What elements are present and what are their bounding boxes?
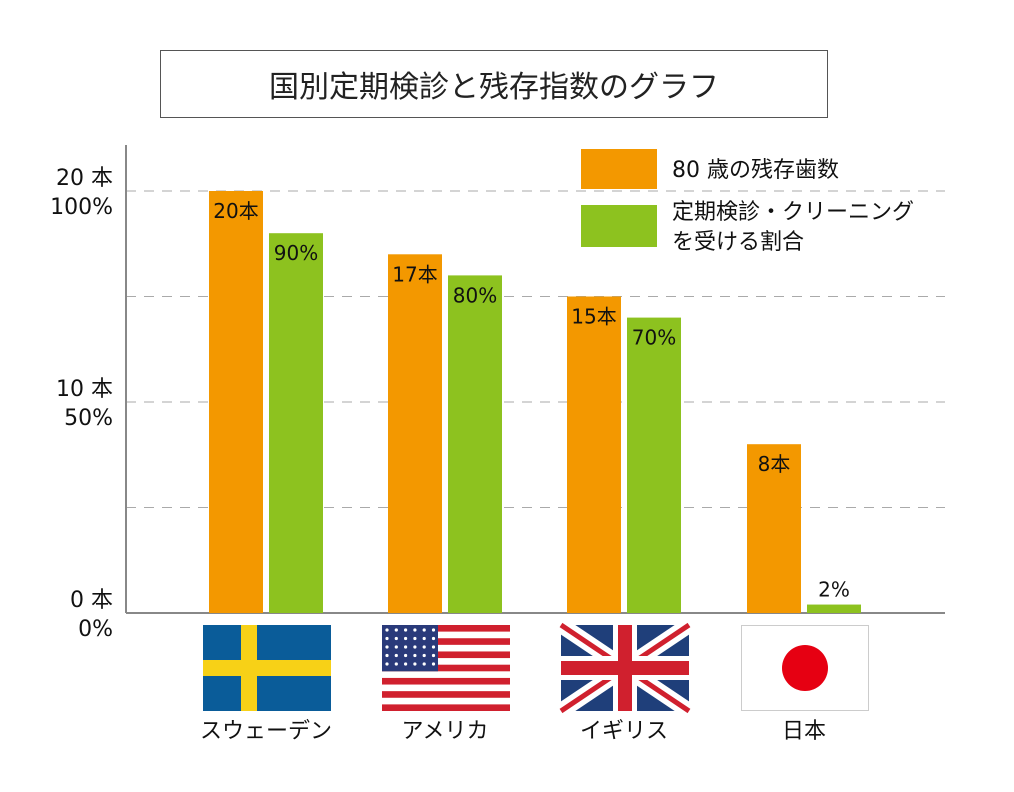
legend-swatch-teeth — [581, 149, 657, 189]
flag-canton — [382, 625, 438, 672]
x-tick-label: スウェーデン — [200, 719, 332, 744]
flag-star — [404, 636, 408, 641]
flag-star — [394, 645, 398, 649]
flag-star — [404, 645, 408, 649]
flag-stripe — [382, 677, 510, 685]
flag-star — [431, 628, 436, 632]
bar-checkup — [807, 604, 861, 613]
flag-star — [431, 636, 436, 641]
y-tick-label-count: 0 本 — [70, 588, 113, 613]
data-label: 70% — [632, 326, 676, 350]
uk-flag — [556, 618, 694, 718]
y-tick-label-percent: 0% — [78, 617, 113, 642]
flag-star — [404, 662, 408, 666]
y-tick-label-percent: 50% — [64, 406, 113, 431]
flag-star — [394, 662, 398, 666]
y-tick-label-count: 20 本 — [56, 166, 113, 191]
data-label: 8本 — [758, 452, 791, 476]
flag-star — [422, 636, 426, 641]
flag-stripe — [382, 664, 510, 672]
bar-checkup — [269, 233, 323, 613]
bar-checkup — [448, 275, 502, 613]
bar-teeth — [388, 254, 442, 614]
legend-swatch-checkup — [581, 205, 657, 247]
bar-checkup — [627, 317, 681, 613]
flag-cross-horizontal — [203, 660, 331, 676]
flag-sun — [782, 645, 828, 691]
flag-star — [413, 653, 417, 658]
usa-flag — [382, 625, 510, 711]
sweden-flag — [203, 625, 331, 711]
bar-teeth — [567, 296, 621, 613]
flag-star — [422, 662, 426, 666]
x-tick-label: 日本 — [782, 719, 826, 744]
flag-stripe — [382, 638, 510, 645]
x-tick-label: イギリス — [580, 719, 668, 744]
flag-star — [431, 645, 436, 649]
y-tick-label-percent: 100% — [50, 195, 113, 220]
data-label: 2% — [818, 578, 850, 602]
flag-star — [413, 636, 417, 641]
data-label: 15本 — [571, 305, 616, 329]
flag-stripe — [382, 704, 510, 711]
legend-label-teeth: 80 歳の残存歯数 — [672, 158, 839, 183]
flag-stripe — [382, 691, 510, 698]
chart-title: 国別定期検診と残存指数のグラフ — [160, 50, 828, 118]
bar-teeth — [209, 191, 263, 613]
flag-star — [413, 662, 417, 666]
flag-star — [422, 628, 426, 632]
x-tick-label: アメリカ — [402, 719, 489, 744]
flag-star — [404, 653, 408, 658]
flag-star — [404, 628, 408, 632]
y-tick-label-count: 10 本 — [56, 377, 113, 402]
flag-star — [413, 628, 417, 632]
flag-stripe — [382, 651, 510, 659]
flag-star — [394, 628, 398, 632]
flag-stripe — [382, 625, 510, 632]
flag-star — [422, 653, 426, 658]
flag-star — [431, 653, 436, 658]
data-label: 20本 — [213, 199, 258, 223]
flag-star — [394, 636, 398, 641]
flag-star — [385, 653, 389, 658]
bar-teeth — [747, 444, 801, 613]
flag-star — [413, 645, 417, 649]
flag-star — [431, 662, 436, 666]
flag-star — [422, 645, 426, 649]
data-label: 17本 — [392, 262, 437, 286]
flag-star — [385, 628, 389, 632]
data-label: 90% — [274, 241, 318, 265]
flag-cross-red-h — [561, 661, 689, 675]
legend-label-checkup: を受ける割合 — [672, 230, 804, 255]
japan-flag — [741, 625, 869, 711]
flag-star — [385, 662, 389, 666]
flag-star — [394, 653, 398, 658]
legend-label-checkup: 定期検診・クリーニング — [672, 200, 914, 225]
flag-star — [385, 645, 389, 649]
data-label: 80% — [453, 283, 497, 307]
flag-star — [385, 636, 389, 641]
